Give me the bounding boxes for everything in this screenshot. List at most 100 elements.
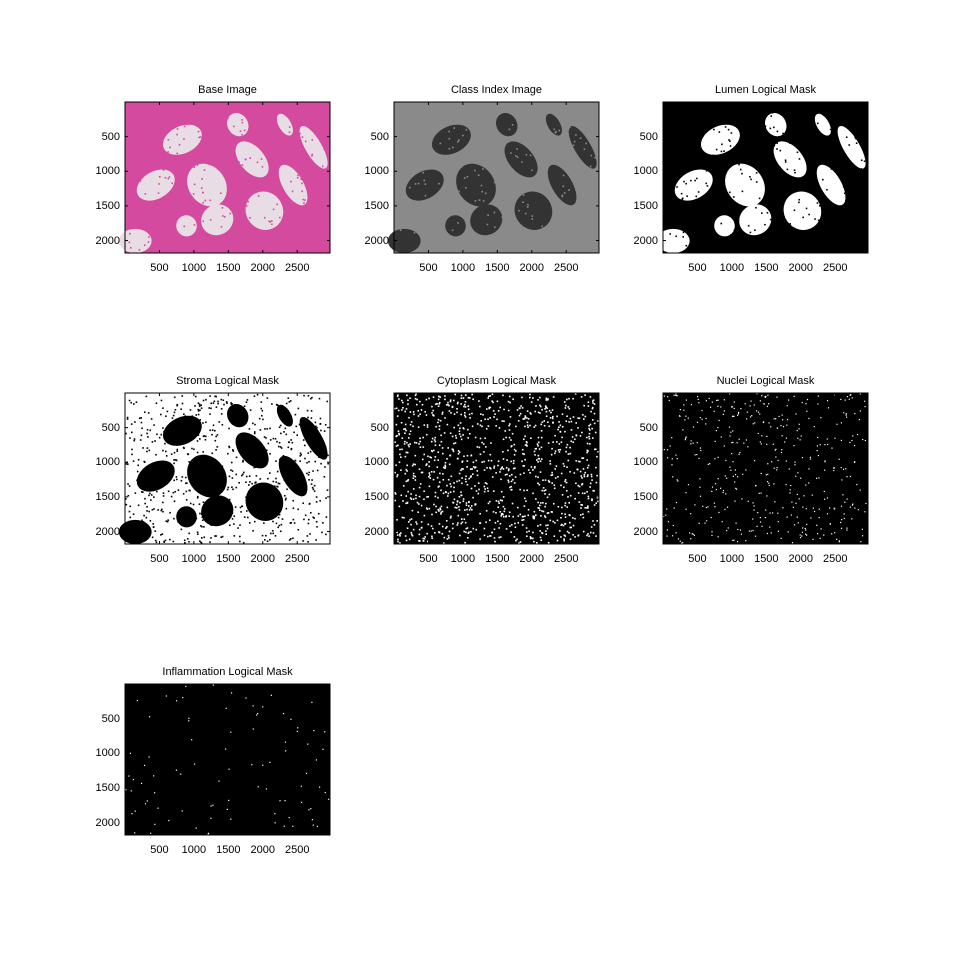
image-speckle <box>285 402 288 405</box>
image-speckle <box>202 501 205 504</box>
image-speckle <box>174 490 176 493</box>
image-speckle <box>276 510 279 513</box>
image-speckle <box>183 122 186 124</box>
image-speckle <box>201 178 203 180</box>
image-speckle <box>209 199 212 202</box>
y-tick-label: 1000 <box>633 165 658 178</box>
image-speckle <box>529 412 532 414</box>
image-speckle <box>300 178 302 181</box>
image-speckle <box>541 510 543 512</box>
image-speckle <box>844 399 846 401</box>
image-speckle <box>239 535 241 538</box>
image-speckle <box>552 415 554 418</box>
image-speckle <box>185 499 188 501</box>
image-speckle <box>447 535 450 537</box>
image-speckle <box>183 508 186 511</box>
image-speckle <box>459 501 461 504</box>
image-speckle <box>422 446 425 448</box>
image-speckle <box>446 458 448 460</box>
image-speckle <box>833 469 835 472</box>
image-speckle <box>530 247 532 250</box>
image-region <box>276 113 293 136</box>
image-speckle <box>780 537 782 539</box>
image-speckle <box>312 516 315 519</box>
image-speckle <box>679 408 681 411</box>
image-speckle <box>594 157 596 159</box>
image-speckle <box>248 475 251 477</box>
image-speckle <box>265 437 267 439</box>
image-speckle <box>157 192 160 194</box>
image-speckle <box>572 144 575 147</box>
image-speckle <box>539 396 541 399</box>
image-speckle <box>563 192 566 194</box>
image-speckle <box>508 475 511 477</box>
image-speckle <box>284 408 287 411</box>
image-speckle <box>671 464 673 466</box>
image-speckle <box>278 406 280 409</box>
image-speckle <box>253 520 256 523</box>
image-speckle <box>214 535 216 537</box>
image-speckle <box>290 521 293 524</box>
image-speckle <box>476 446 479 448</box>
image-speckle <box>519 488 521 491</box>
image-speckle <box>234 506 237 508</box>
image-speckle <box>150 499 152 501</box>
image-speckle <box>284 750 287 752</box>
image-speckle <box>686 203 689 205</box>
image-speckle <box>406 527 409 530</box>
image-speckle <box>483 122 485 125</box>
image-speckle <box>200 542 203 544</box>
image-speckle <box>475 490 478 492</box>
image-speckle <box>671 458 673 460</box>
image-speckle <box>670 108 673 111</box>
image-speckle <box>415 494 417 497</box>
image-speckle <box>272 437 275 440</box>
image-speckle <box>165 695 167 697</box>
image-speckle <box>731 442 733 444</box>
image-speckle <box>805 533 807 535</box>
image-speckle <box>690 243 692 245</box>
image-speckle <box>152 134 154 136</box>
image-speckle <box>505 515 507 518</box>
image-speckle <box>458 472 461 475</box>
image-speckle <box>496 400 499 403</box>
image-speckle <box>177 423 180 425</box>
image-speckle <box>786 424 788 426</box>
image-speckle <box>168 475 170 478</box>
image-speckle <box>261 142 264 144</box>
x-tick-label: 500 <box>688 553 707 565</box>
image-speckle <box>705 423 707 425</box>
image-speckle <box>407 403 409 405</box>
image-speckle <box>402 208 405 211</box>
image-speckle <box>809 456 811 458</box>
image-speckle <box>412 411 415 413</box>
image-speckle <box>245 496 247 498</box>
image-speckle <box>245 205 248 207</box>
image-speckle <box>490 459 493 462</box>
image-speckle <box>791 501 793 503</box>
image-speckle <box>228 446 231 449</box>
image-speckle <box>177 436 180 439</box>
image-speckle <box>298 423 301 426</box>
image-speckle <box>294 202 297 205</box>
image-speckle <box>542 487 545 489</box>
image-speckle <box>545 243 548 245</box>
image-speckle <box>769 512 771 514</box>
image-speckle <box>218 780 220 782</box>
image-speckle <box>191 474 194 476</box>
image-speckle <box>587 497 590 500</box>
image-speckle <box>311 701 313 703</box>
image-speckle <box>209 541 211 543</box>
image-speckle <box>397 444 399 447</box>
image-speckle <box>292 825 294 827</box>
image-speckle <box>281 462 283 464</box>
image-speckle <box>287 397 290 399</box>
image-speckle <box>307 416 309 419</box>
image-speckle <box>671 437 673 439</box>
image-speckle <box>489 467 491 469</box>
image-speckle <box>232 488 234 491</box>
image-speckle <box>538 483 541 486</box>
image-speckle <box>525 444 528 446</box>
image-speckle <box>289 538 292 540</box>
image-speckle <box>766 405 769 407</box>
